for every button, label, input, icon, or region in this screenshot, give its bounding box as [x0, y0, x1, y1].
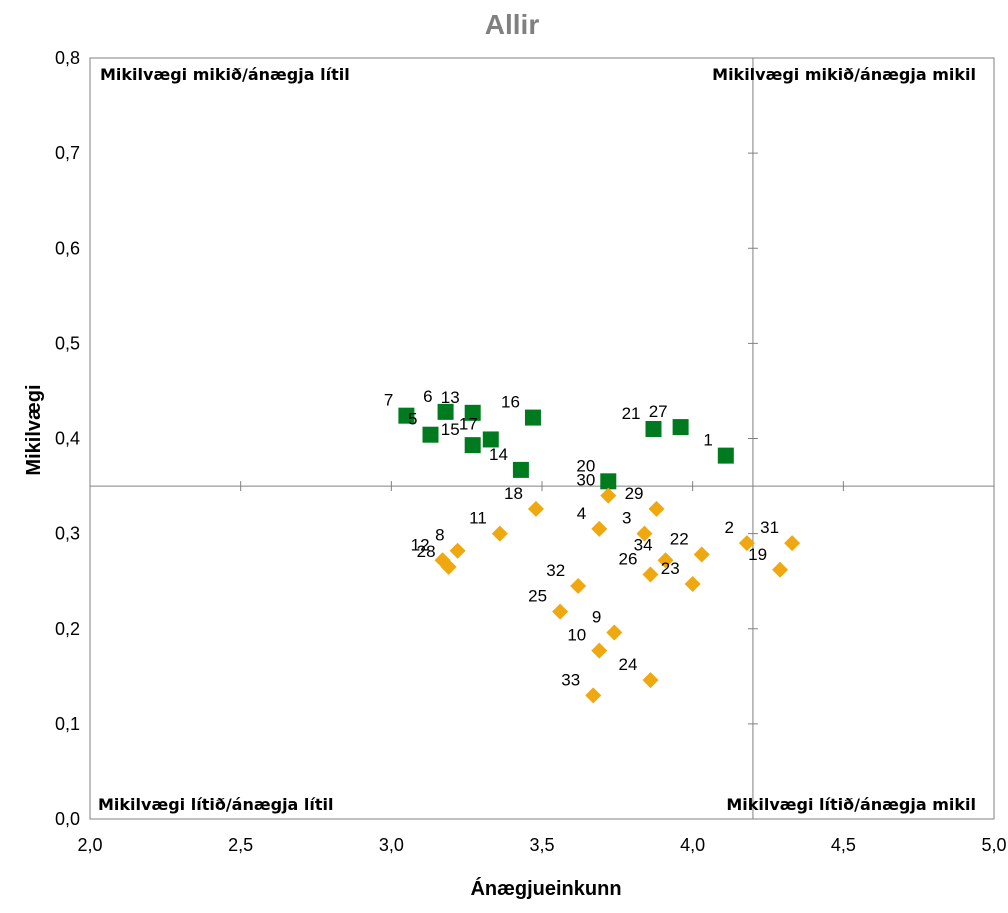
data-point-label: 15	[441, 420, 460, 439]
data-point-label: 20	[576, 456, 595, 475]
data-point-label: 28	[417, 542, 436, 561]
data-point-square	[398, 407, 415, 424]
data-point-label: 9	[592, 608, 601, 627]
data-point-square	[717, 447, 734, 464]
y-axis-ticks: 0,0 0,1 0,2 0,3 0,4 0,5 0,6 0,7 0,8	[55, 48, 758, 829]
data-point-label: 27	[649, 402, 668, 421]
data-point-diamond	[606, 624, 623, 641]
x-axis-label: Ánægjueinkunn	[470, 877, 621, 900]
data-point-square	[464, 437, 481, 454]
data-point-label: 1	[703, 431, 712, 450]
data-point-label: 3	[622, 509, 631, 528]
data-point-label: 29	[625, 484, 644, 503]
data-point-square	[512, 461, 529, 478]
data-points	[398, 403, 801, 704]
data-point-label: 18	[504, 484, 523, 503]
y-tick-label: 0,4	[55, 429, 80, 449]
x-tick-label: 2,5	[228, 835, 253, 855]
data-point-label: 21	[622, 404, 641, 423]
data-point-square	[645, 420, 662, 437]
data-point-label: 14	[489, 445, 508, 464]
data-point-label: 25	[528, 587, 547, 606]
data-point-label: 34	[634, 535, 653, 554]
data-point-square	[482, 431, 499, 448]
data-point-diamond	[642, 566, 659, 583]
x-axis-ticks: 2,0 2,5 3,0 3,5 4,0 4,5 5,0	[77, 481, 1007, 855]
data-point-label: 17	[459, 414, 478, 433]
data-point-label: 33	[561, 670, 580, 689]
data-point-label: 10	[567, 626, 586, 645]
data-point-diamond	[585, 687, 602, 704]
y-tick-label: 0,0	[55, 809, 80, 829]
data-point-diamond	[440, 558, 457, 575]
quadrant-label-top-left: Mikilvægi mikið/ánægja lítil	[100, 65, 350, 84]
data-point-diamond	[738, 535, 755, 552]
y-tick-label: 0,2	[55, 619, 80, 639]
data-point-square	[672, 419, 689, 436]
data-point-diamond	[591, 642, 608, 659]
data-point-diamond	[642, 672, 659, 689]
y-axis-label: Mikilvægi	[23, 384, 45, 475]
quadrant-label-top-right: Mikilvægi mikið/ánægja mikil	[712, 65, 976, 84]
x-tick-label: 4,5	[831, 835, 856, 855]
data-point-diamond	[657, 552, 674, 569]
data-point-diamond	[636, 525, 653, 542]
plot-frame	[89, 57, 995, 820]
data-point-label: 2	[724, 518, 733, 537]
data-point-label: 23	[661, 559, 680, 578]
data-point-diamond	[684, 576, 701, 593]
data-point-label: 6	[423, 387, 432, 406]
data-point-label: 24	[619, 655, 638, 674]
x-tick-label: 4,0	[680, 835, 705, 855]
y-tick-label: 0,6	[55, 238, 80, 258]
data-point-label: 26	[619, 550, 638, 569]
x-tick-label: 3,0	[379, 835, 404, 855]
data-point-diamond	[648, 500, 665, 517]
y-tick-label: 0,3	[55, 524, 80, 544]
y-tick-label: 0,1	[55, 714, 80, 734]
data-point-diamond	[784, 535, 801, 552]
data-point-square	[524, 409, 541, 426]
data-point-label: 31	[760, 518, 779, 537]
quadrant-label-bottom-left: Mikilvægi lítið/ánægja lítil	[98, 795, 334, 814]
data-point-label: 11	[469, 509, 487, 528]
data-point-label: 30	[576, 471, 595, 490]
data-point-label: 16	[501, 393, 520, 412]
quadrant-label-bottom-right: Mikilvægi lítið/ánægja mikil	[726, 795, 976, 814]
data-point-square	[464, 404, 481, 421]
data-point-square	[600, 473, 617, 490]
data-point-diamond	[591, 520, 608, 537]
data-point-label: 32	[546, 561, 565, 580]
data-point-square	[437, 403, 454, 420]
reference-lines	[90, 58, 994, 819]
data-point-diamond	[570, 577, 587, 594]
data-point-label: 8	[435, 526, 444, 545]
data-point-label: 19	[748, 545, 767, 564]
data-point-diamond	[491, 525, 508, 542]
data-point-label: 4	[577, 504, 586, 523]
y-tick-label: 0,8	[55, 48, 80, 68]
data-point-diamond	[449, 542, 466, 559]
y-tick-label: 0,5	[55, 333, 80, 353]
data-point-label: 13	[441, 388, 460, 407]
data-point-diamond	[693, 546, 710, 563]
data-point-diamond	[527, 500, 544, 517]
chart-title: Allir	[485, 9, 540, 40]
data-point-diamond	[772, 561, 789, 578]
x-tick-label: 5,0	[981, 835, 1006, 855]
quadrant-labels: Mikilvægi mikið/ánægja lítil Mikilvægi m…	[98, 65, 976, 814]
data-point-label: 12	[411, 535, 430, 554]
x-tick-label: 3,5	[529, 835, 554, 855]
y-tick-label: 0,7	[55, 143, 80, 163]
x-tick-label: 2,0	[77, 835, 102, 855]
data-point-label: 5	[408, 410, 417, 429]
data-point-diamond	[552, 603, 569, 620]
data-point-label: 7	[384, 391, 393, 410]
data-point-square	[422, 426, 439, 443]
data-point-label: 22	[670, 530, 689, 549]
data-point-diamond	[600, 487, 617, 504]
